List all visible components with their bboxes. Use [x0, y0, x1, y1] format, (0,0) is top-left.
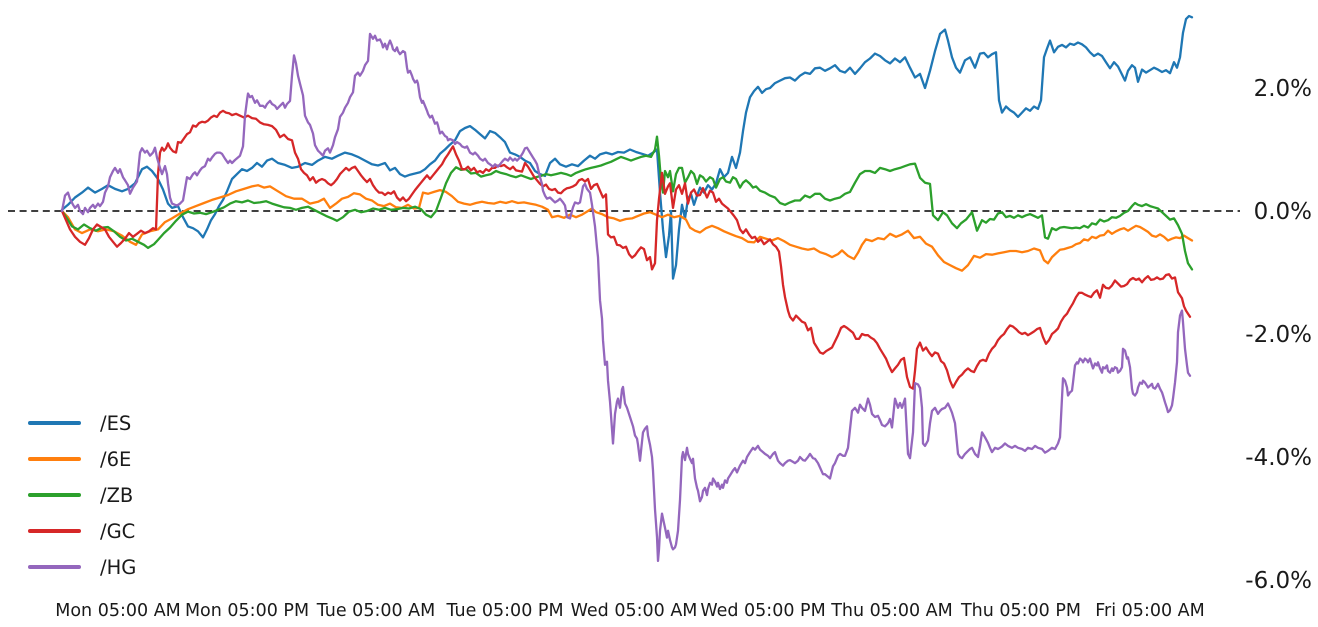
- y-tick-label: 0.0%: [1253, 199, 1312, 225]
- gc-line-swatch: [28, 529, 81, 533]
- legend-item-hg: /HG: [28, 549, 136, 585]
- y-tick-label: -2.0%: [1245, 322, 1312, 348]
- x-tick-label: Tue 05:00 AM: [316, 601, 436, 621]
- y-tick-label: -6.0%: [1245, 568, 1312, 594]
- x-tick-label: Wed 05:00 AM: [570, 601, 698, 621]
- x-tick-label: Thu 05:00 AM: [831, 601, 953, 621]
- series-lines: [60, 14, 1194, 563]
- legend-item-es: /ES: [28, 405, 136, 441]
- legend-item-gc: /GC: [28, 513, 136, 549]
- x-tick-label: Fri 05:00 AM: [1095, 601, 1205, 621]
- 6e-line-swatch: [28, 457, 81, 461]
- series-line-gc: [60, 109, 1192, 390]
- y-tick-label: -4.0%: [1245, 445, 1312, 471]
- series-line-zb: [60, 135, 1194, 271]
- x-tick-label: Thu 05:00 PM: [960, 601, 1082, 621]
- legend-label: /ES: [100, 411, 132, 435]
- legend-item-6e: /6E: [28, 441, 136, 477]
- y-tick-label: 2.0%: [1253, 76, 1312, 102]
- legend-label: /ZB: [100, 483, 134, 507]
- legend-label: /6E: [100, 447, 132, 471]
- legend: /ES /6E /ZB /GC /HG: [28, 405, 136, 585]
- x-tick-label: Tue 05:00 PM: [446, 601, 564, 621]
- series-line-hg: [60, 32, 1192, 563]
- legend-label: /GC: [100, 519, 136, 543]
- legend-item-zb: /ZB: [28, 477, 136, 513]
- zb-line-swatch: [28, 493, 81, 497]
- es-line-swatch: [28, 421, 81, 425]
- x-tick-label: Mon 05:00 PM: [184, 601, 310, 621]
- x-tick-label: Wed 05:00 PM: [700, 601, 826, 621]
- series-line-es: [60, 14, 1194, 280]
- legend-label: /HG: [100, 555, 137, 579]
- series-line-6e: [60, 184, 1194, 272]
- hg-line-swatch: [28, 565, 81, 569]
- x-tick-label: Mon 05:00 AM: [55, 601, 181, 621]
